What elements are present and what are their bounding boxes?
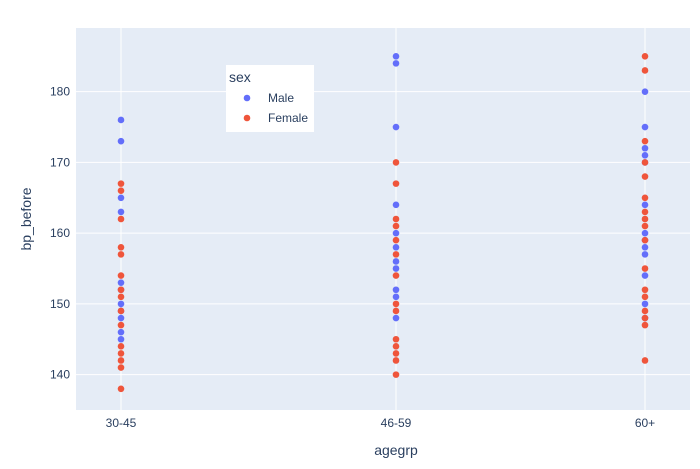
data-point-male	[641, 88, 649, 95]
data-point-female	[641, 357, 649, 364]
data-point-female	[117, 215, 125, 223]
data-point-female	[117, 350, 125, 357]
data-point-female	[641, 286, 649, 294]
data-point-male	[117, 335, 125, 343]
data-point-female	[641, 314, 649, 322]
data-point-male	[392, 123, 400, 131]
data-point-female	[392, 222, 400, 230]
y-tick-label: 150	[50, 297, 70, 311]
legend: sex Male Female	[226, 65, 314, 132]
plot-area	[76, 28, 690, 410]
data-point-male	[117, 194, 125, 202]
data-point-male	[392, 265, 400, 272]
data-point-female	[392, 335, 400, 343]
data-point-male	[641, 152, 649, 159]
legend-marker-male	[243, 94, 251, 102]
data-point-female	[641, 208, 649, 216]
data-point-female	[117, 251, 125, 258]
data-point-female	[392, 300, 400, 308]
y-tick-label: 180	[50, 85, 70, 99]
data-point-female	[392, 251, 400, 258]
data-point-female	[641, 194, 649, 202]
x-axis-title: agegrp	[374, 442, 418, 458]
x-tick-label: 30-45	[106, 416, 137, 430]
data-point-male	[392, 286, 400, 294]
data-point-female	[641, 159, 649, 166]
data-point-male	[392, 293, 400, 301]
data-point-male	[117, 279, 125, 286]
data-point-female	[641, 321, 649, 329]
data-point-female	[117, 385, 125, 393]
data-point-female	[641, 265, 649, 272]
data-point-female	[117, 364, 125, 371]
data-point-female	[392, 307, 400, 315]
legend-box	[226, 65, 314, 132]
data-point-female	[392, 350, 400, 357]
data-point-female	[117, 243, 125, 251]
data-point-female	[392, 180, 400, 187]
data-point-male	[392, 243, 400, 251]
data-point-male	[392, 258, 400, 265]
data-point-female	[117, 321, 125, 329]
y-tick-label: 140	[50, 368, 70, 382]
data-point-female	[641, 293, 649, 301]
data-point-female	[392, 371, 400, 378]
data-point-female	[641, 52, 649, 60]
data-point-male	[641, 272, 649, 279]
data-point-male	[117, 116, 125, 124]
data-point-female	[392, 343, 400, 350]
data-points	[117, 52, 649, 393]
data-point-male	[392, 52, 400, 60]
data-point-female	[641, 222, 649, 230]
data-point-male	[392, 314, 400, 322]
x-tick-label: 60+	[635, 416, 655, 430]
data-point-female	[117, 293, 125, 301]
data-point-female	[117, 187, 125, 195]
legend-title: sex	[229, 69, 251, 85]
data-point-female	[392, 215, 400, 223]
data-point-female	[117, 272, 125, 279]
data-point-male	[117, 208, 125, 216]
data-point-female	[117, 307, 125, 315]
data-point-male	[641, 229, 649, 237]
legend-label-male: Male	[268, 91, 294, 105]
x-tick-label: 46-59	[381, 416, 412, 430]
data-point-female	[641, 307, 649, 315]
x-tick-labels: 30-45 46-59 60+	[106, 416, 656, 430]
data-point-male	[392, 60, 400, 67]
data-point-female	[117, 180, 125, 187]
data-point-male	[641, 251, 649, 258]
legend-label-female: Female	[268, 111, 308, 125]
data-point-female	[641, 173, 649, 180]
y-tick-label: 170	[50, 155, 70, 169]
data-point-female	[392, 272, 400, 279]
data-point-male	[641, 300, 649, 308]
data-point-female	[117, 357, 125, 364]
data-point-female	[392, 357, 400, 364]
data-point-female	[641, 236, 649, 244]
data-point-male	[117, 314, 125, 322]
data-point-female	[392, 159, 400, 166]
data-point-male	[392, 201, 400, 209]
data-point-male	[641, 144, 649, 152]
y-axis-title: bp_before	[18, 187, 34, 250]
data-point-male	[117, 137, 125, 145]
data-point-male	[641, 201, 649, 209]
data-point-female	[392, 236, 400, 244]
data-point-female	[117, 286, 125, 294]
data-point-female	[641, 67, 649, 74]
data-point-male	[641, 243, 649, 251]
data-point-female	[117, 343, 125, 350]
y-tick-labels: 140 150 160 170 180	[50, 85, 70, 382]
data-point-male	[117, 300, 125, 308]
data-point-male	[117, 328, 125, 336]
data-point-female	[641, 137, 649, 145]
data-point-male	[641, 123, 649, 131]
legend-marker-female	[243, 114, 251, 122]
data-point-female	[641, 215, 649, 223]
data-point-male	[392, 229, 400, 237]
y-tick-label: 160	[50, 226, 70, 240]
